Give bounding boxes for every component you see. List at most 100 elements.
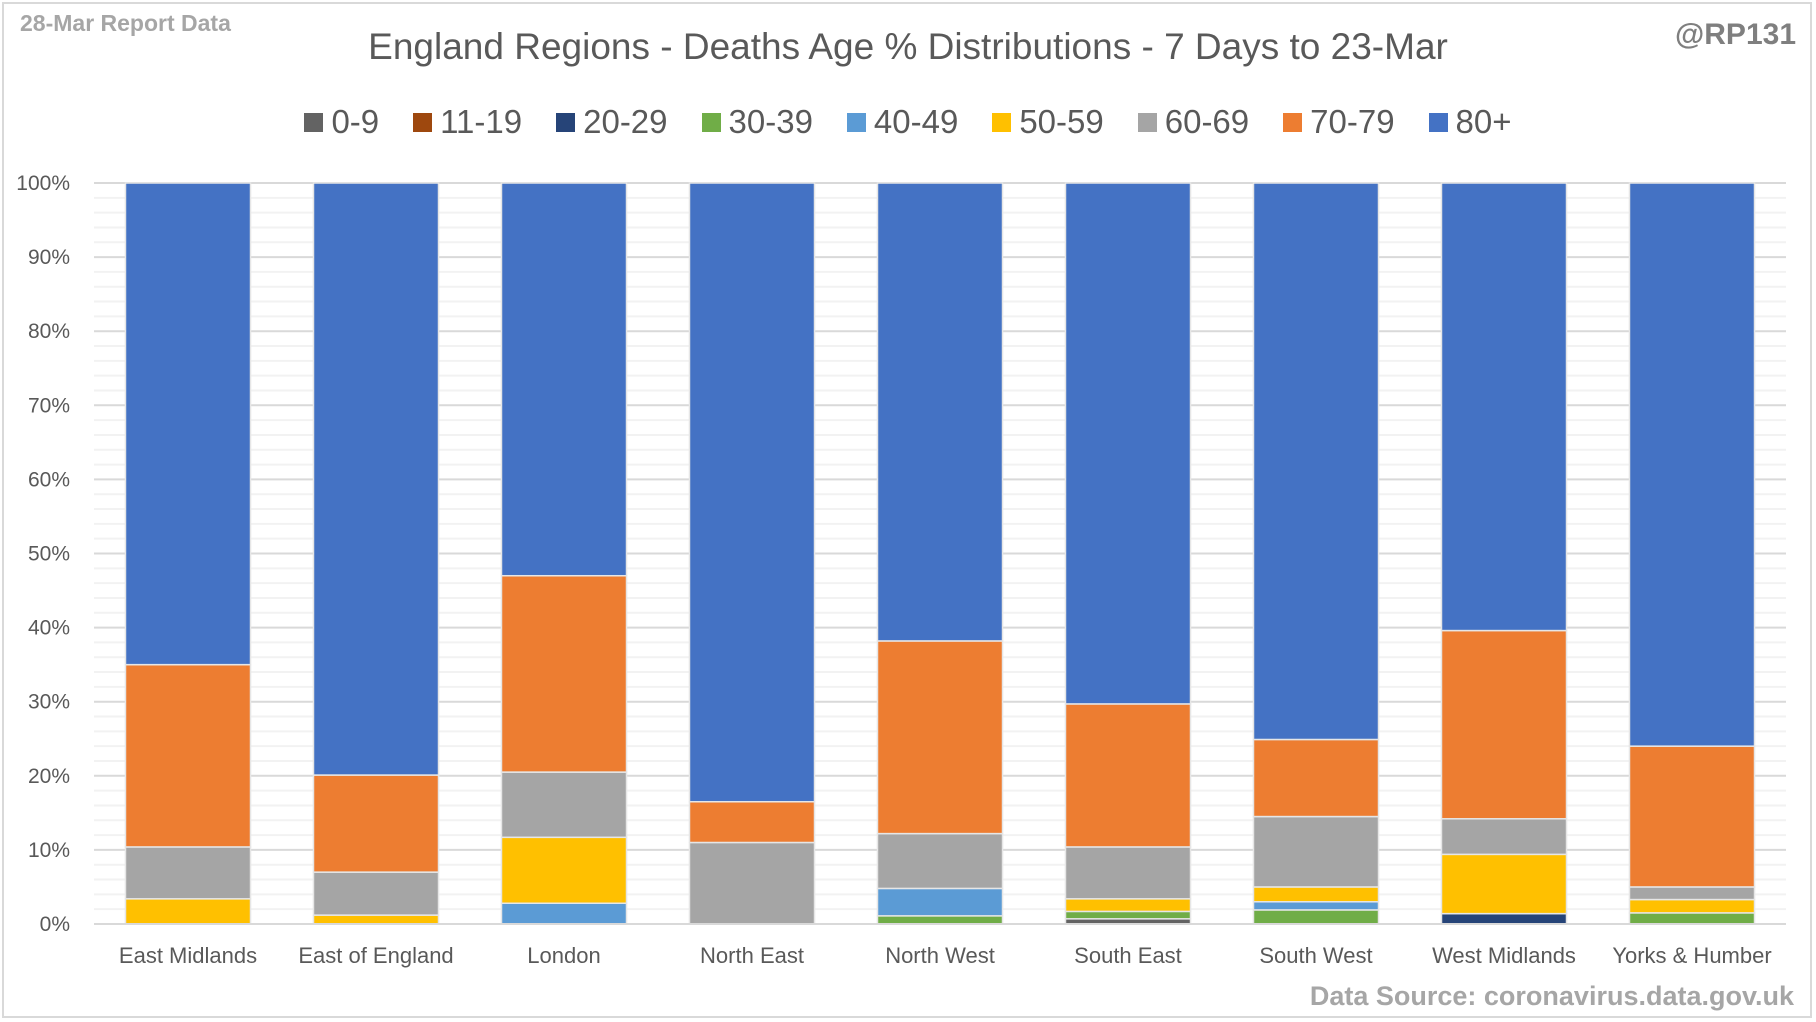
bar-segment-60-69 [1252, 815, 1380, 888]
y-tick-label: 50% [28, 543, 70, 566]
legend-swatch [846, 112, 866, 132]
y-tick-label: 10% [28, 839, 70, 862]
bar-segment-80+ [124, 182, 252, 666]
bar-segment-50-59 [1064, 898, 1192, 913]
y-tick-label: 20% [28, 765, 70, 788]
bar-segment-50-59 [124, 898, 252, 925]
bar-segment-70-79 [688, 800, 816, 844]
bar-segment-30-39 [1628, 912, 1756, 925]
x-category-label: East of England [298, 943, 453, 968]
legend-label: 11-19 [440, 103, 523, 140]
legend-label: 30-39 [728, 103, 813, 140]
bar-segment-70-79 [1064, 703, 1192, 848]
x-category-label: South West [1259, 943, 1372, 968]
legend-swatch [992, 112, 1012, 132]
legend-item: 20-29 [556, 103, 668, 141]
x-category-label: East Midlands [119, 943, 257, 968]
legend-swatch [1283, 112, 1303, 132]
bar-segment-80+ [1440, 182, 1568, 632]
bar-segment-70-79 [1252, 738, 1380, 818]
y-tick-label: 100% [16, 172, 70, 195]
bar-segment-80+ [312, 182, 440, 776]
data-source-note: Data Source: coronavirus.data.gov.uk [1309, 981, 1794, 1011]
bar-segment-70-79 [312, 774, 440, 873]
bar-stack [1064, 182, 1192, 925]
legend-label: 0-9 [331, 103, 380, 140]
bar-segment-50-59 [312, 914, 440, 925]
legend-swatch [1428, 112, 1448, 132]
bar-segment-50-59 [1628, 898, 1756, 914]
bar-stack [876, 182, 1004, 925]
bar-segment-80+ [1064, 182, 1192, 705]
bar-segment-30-39 [1064, 910, 1192, 920]
bar-segment-40-49 [1252, 901, 1380, 911]
legend-swatch [413, 112, 433, 132]
legend-swatch [556, 112, 576, 132]
x-category-label: Yorks & Humber [1612, 943, 1771, 968]
y-tick-label: 60% [28, 468, 70, 491]
bar-segment-80+ [876, 182, 1004, 642]
bar-segment-60-69 [312, 871, 440, 916]
bar-segment-20-29 [1440, 912, 1568, 925]
legend-label: 40-49 [873, 103, 959, 140]
bar-segment-40-49 [876, 887, 1004, 917]
y-tick-label: 40% [28, 617, 70, 640]
author-handle: @RP131 [1675, 18, 1796, 51]
legend-item: 80+ [1428, 103, 1512, 141]
bar-segment-70-79 [124, 663, 252, 848]
report-date-label: 28-Mar Report Data [20, 10, 231, 36]
bar-segment-70-79 [876, 640, 1004, 835]
legend-item: 50-59 [992, 103, 1104, 141]
bar-segment-80+ [500, 182, 628, 577]
bar-stack [1252, 182, 1380, 925]
y-tick-label: 80% [28, 320, 70, 343]
bar-stack [500, 182, 628, 925]
y-tick-label: 0% [40, 913, 70, 936]
bar-segment-60-69 [688, 841, 816, 925]
x-axis: East Midlands East of England London North … [94, 923, 1786, 968]
bar-segment-30-39 [1252, 909, 1380, 925]
bar-segment-80+ [1628, 182, 1756, 747]
bar-stack [1628, 182, 1756, 925]
chart-legend: 0-9 11-19 20-29 30-39 40-49 50-59 60-69 70-79 80… [0, 103, 1816, 141]
bar-segment-60-69 [1064, 846, 1192, 900]
legend-label: 80+ [1455, 103, 1512, 140]
x-category-label: South East [1074, 943, 1182, 968]
y-axis: 0% 10% 20% 30% 40% 50% 60% 70% 80% 90% 100% [16, 172, 70, 936]
legend-label: 70-79 [1310, 103, 1395, 140]
bar-segment-80+ [688, 182, 816, 803]
legend-item: 30-39 [701, 103, 813, 141]
bar-segment-30-39 [876, 915, 1004, 925]
y-tick-label: 70% [28, 394, 70, 417]
bar-stack [688, 182, 816, 925]
x-category-label: North West [885, 943, 995, 968]
bar-segment-50-59 [500, 836, 628, 905]
y-tick-label: 90% [28, 246, 70, 269]
bars [124, 182, 1756, 925]
legend-item: 40-49 [846, 103, 959, 141]
bar-segment-70-79 [1440, 629, 1568, 820]
legend-item: 60-69 [1137, 103, 1250, 141]
bar-segment-50-59 [1440, 853, 1568, 915]
legend-label: 20-29 [583, 103, 668, 140]
bar-segment-80+ [1252, 182, 1380, 741]
bar-segment-70-79 [1628, 745, 1756, 888]
y-tick-label: 30% [28, 691, 70, 714]
bar-stack [1440, 182, 1568, 925]
bar-segment-60-69 [1628, 886, 1756, 901]
legend-swatch [304, 112, 324, 132]
legend-item: 0-9 [304, 103, 379, 141]
bar-segment-70-79 [500, 574, 628, 773]
legend-label: 60-69 [1164, 103, 1250, 140]
legend-swatch [701, 112, 721, 132]
x-category-label: West Midlands [1432, 943, 1576, 968]
bar-segment-60-69 [124, 846, 252, 900]
legend-label: 50-59 [1019, 103, 1104, 140]
chart-title: England Regions - Deaths Age % Distribut… [368, 26, 1448, 67]
legend-swatch [1137, 112, 1157, 132]
bar-segment-50-59 [1252, 886, 1380, 903]
legend-item: 70-79 [1283, 103, 1395, 141]
bar-segment-40-49 [500, 902, 628, 925]
bar-stack [124, 182, 252, 925]
bar-stack [312, 182, 440, 925]
